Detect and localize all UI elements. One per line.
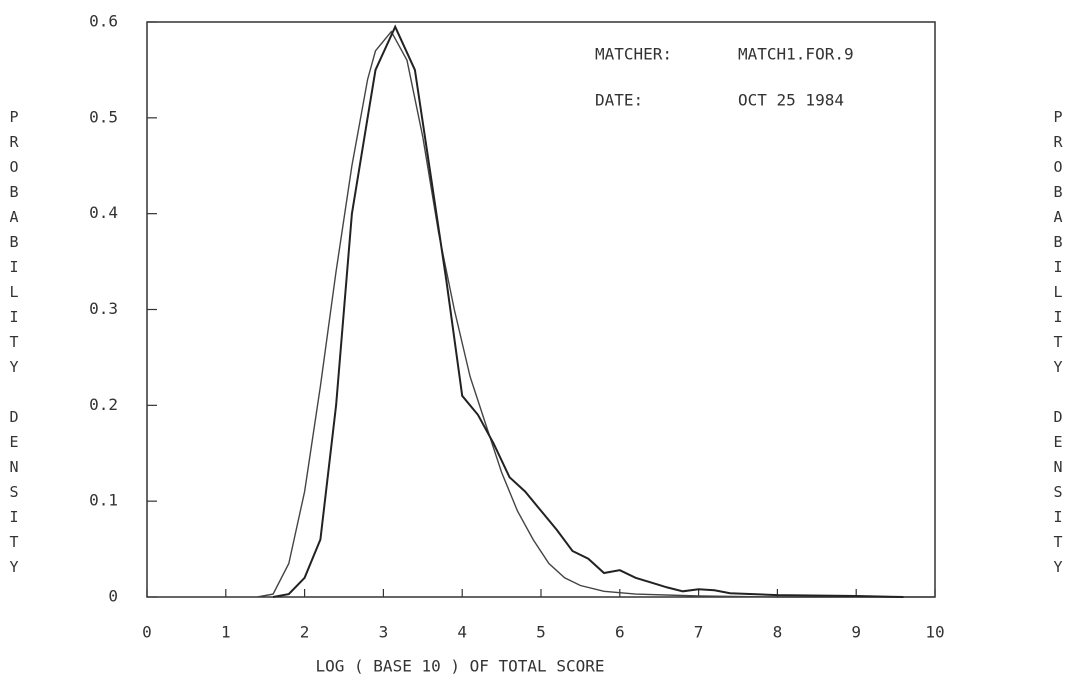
x-tick-label: 7 [694, 623, 704, 642]
x-tick-label: 2 [300, 623, 310, 642]
x-axis-label: LOG ( BASE 10 ) OF TOTAL SCORE [316, 657, 605, 676]
x-tick-label: 8 [773, 623, 783, 642]
x-tick-label: 5 [536, 623, 546, 642]
y-axis-label: PROBABILITY DENSITY [5, 108, 23, 583]
annotation: MATCH1.FOR.9 [738, 45, 854, 64]
y-tick-label: 0.5 [89, 107, 118, 126]
y-tick-label: 0.2 [89, 395, 118, 414]
x-tick-label: 1 [221, 623, 231, 642]
x-tick-label: 3 [379, 623, 389, 642]
x-tick-label: 9 [851, 623, 861, 642]
y-axis-label-right: PROBABILITY DENSITY [1049, 108, 1067, 583]
annotation: DATE: [595, 91, 643, 110]
y-tick-label: 0.6 [89, 12, 118, 31]
x-tick-label: 6 [615, 623, 625, 642]
line-series [257, 30, 935, 598]
annotation: OCT 25 1984 [738, 91, 844, 110]
annotation: MATCHER: [595, 45, 672, 64]
x-tick-label: 4 [457, 623, 467, 642]
y-tick-label: 0.3 [89, 299, 118, 318]
x-tick-label: 0 [142, 623, 152, 642]
y-tick-label: 0.1 [89, 491, 118, 510]
x-tick-label: 10 [925, 623, 944, 642]
line-series [272, 24, 904, 598]
y-tick-label: 0.4 [89, 203, 118, 222]
y-tick-label: 0 [108, 587, 118, 606]
